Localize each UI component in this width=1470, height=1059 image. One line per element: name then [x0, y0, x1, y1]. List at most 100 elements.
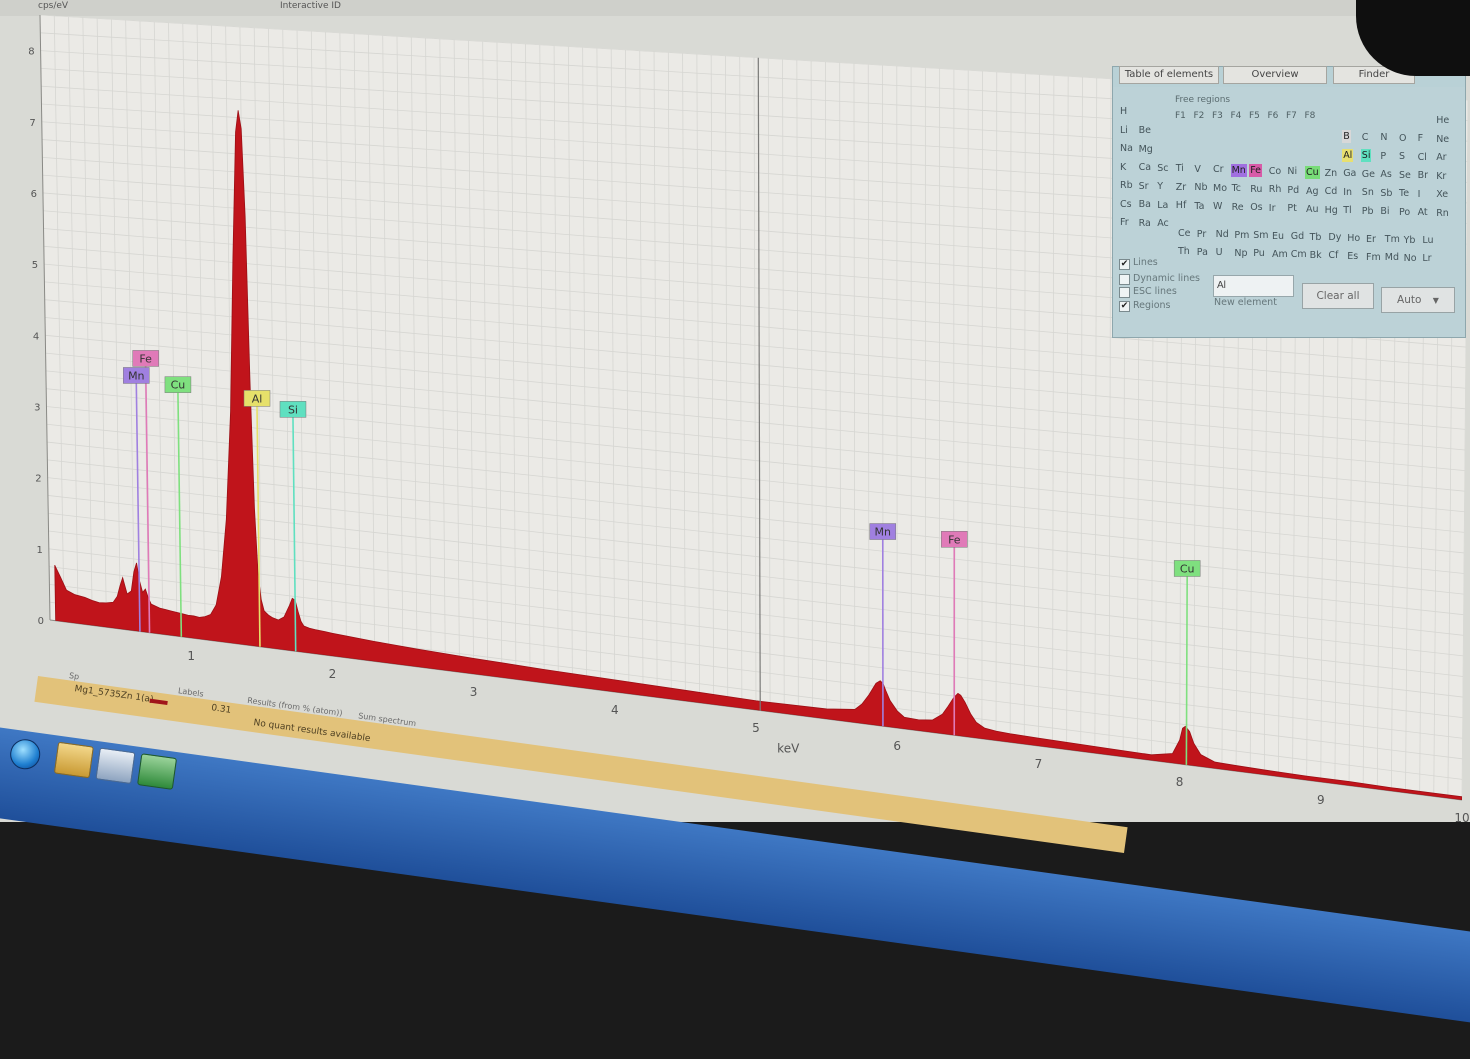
element-am[interactable]: Am [1271, 248, 1289, 261]
app-window-icon[interactable] [95, 747, 135, 784]
app-green-icon[interactable] [137, 753, 177, 790]
element-he[interactable]: He [1435, 114, 1450, 127]
element-br[interactable]: Br [1417, 169, 1429, 182]
element-ga[interactable]: Ga [1342, 167, 1357, 180]
element-cf[interactable]: Cf [1327, 249, 1339, 262]
element-xe[interactable]: Xe [1435, 188, 1449, 201]
element-se[interactable]: Se [1398, 169, 1412, 182]
element-es[interactable]: Es [1346, 250, 1359, 263]
element-os[interactable]: Os [1249, 201, 1263, 214]
element-sr[interactable]: Sr [1138, 180, 1150, 193]
element-input[interactable] [1213, 275, 1294, 297]
element-cr[interactable]: Cr [1212, 163, 1225, 176]
element-ne[interactable]: Ne [1435, 133, 1450, 146]
element-n[interactable]: N [1379, 131, 1388, 144]
element-sn[interactable]: Sn [1361, 186, 1375, 199]
element-ce[interactable]: Ce [1177, 227, 1191, 240]
element-th[interactable]: Th [1177, 245, 1191, 258]
element-i[interactable]: I [1417, 188, 1422, 201]
free-region-f3[interactable]: F3 [1212, 111, 1223, 121]
element-y[interactable]: Y [1156, 180, 1164, 193]
element-pr[interactable]: Pr [1196, 228, 1207, 241]
element-u[interactable]: U [1215, 246, 1224, 259]
dynamic-lines-checkbox[interactable] [1119, 274, 1130, 285]
element-in[interactable]: In [1342, 186, 1353, 199]
element-fe[interactable]: Fe [1249, 164, 1262, 177]
element-ru[interactable]: Ru [1249, 183, 1263, 196]
element-gd[interactable]: Gd [1290, 230, 1305, 243]
element-no[interactable]: No [1403, 252, 1418, 265]
element-cd[interactable]: Cd [1324, 185, 1339, 198]
element-nd[interactable]: Nd [1215, 228, 1230, 241]
element-s[interactable]: S [1398, 150, 1406, 163]
free-region-f1[interactable]: F1 [1175, 111, 1186, 121]
element-li[interactable]: Li [1119, 124, 1129, 137]
element-na[interactable]: Na [1119, 142, 1134, 155]
auto-dropdown[interactable]: Auto ▼ [1381, 287, 1455, 313]
element-re[interactable]: Re [1231, 201, 1245, 214]
element-cm[interactable]: Cm [1290, 248, 1308, 261]
element-pt[interactable]: Pt [1286, 202, 1297, 215]
element-bk[interactable]: Bk [1309, 249, 1323, 262]
element-eu[interactable]: Eu [1271, 230, 1285, 243]
regions-checkbox[interactable]: ✔ [1119, 301, 1130, 312]
element-dy[interactable]: Dy [1327, 231, 1342, 244]
element-co[interactable]: Co [1268, 165, 1282, 178]
element-as[interactable]: As [1379, 168, 1392, 181]
element-tb[interactable]: Tb [1309, 231, 1323, 244]
element-rb[interactable]: Rb [1119, 179, 1134, 192]
esc-lines-checkbox[interactable] [1119, 287, 1130, 298]
element-hf[interactable]: Hf [1175, 199, 1188, 212]
element-pd[interactable]: Pd [1286, 184, 1300, 197]
element-f[interactable]: F [1417, 132, 1424, 145]
element-np[interactable]: Np [1233, 247, 1248, 260]
element-v[interactable]: V [1193, 163, 1202, 176]
element-sb[interactable]: Sb [1379, 187, 1393, 200]
free-region-f5[interactable]: F5 [1249, 111, 1260, 121]
element-ti[interactable]: Ti [1175, 162, 1185, 175]
free-region-f8[interactable]: F8 [1305, 111, 1316, 121]
tab-table-of-elements[interactable]: Table of elements [1119, 66, 1219, 84]
element-ac[interactable]: Ac [1156, 217, 1170, 230]
element-tl[interactable]: Tl [1342, 204, 1352, 217]
free-region-f2[interactable]: F2 [1194, 111, 1205, 121]
element-nb[interactable]: Nb [1193, 181, 1208, 194]
element-cu[interactable]: Cu [1305, 166, 1320, 179]
element-ag[interactable]: Ag [1305, 185, 1320, 198]
element-at[interactable]: At [1417, 206, 1429, 219]
element-ba[interactable]: Ba [1138, 198, 1152, 211]
element-tm[interactable]: Tm [1384, 233, 1401, 246]
element-zn[interactable]: Zn [1324, 167, 1339, 180]
element-fr[interactable]: Fr [1119, 216, 1130, 229]
tab-overview[interactable]: Overview [1223, 66, 1327, 84]
element-po[interactable]: Po [1398, 206, 1411, 219]
element-rh[interactable]: Rh [1268, 183, 1283, 196]
element-ge[interactable]: Ge [1361, 168, 1376, 181]
element-c[interactable]: C [1361, 131, 1370, 144]
element-o[interactable]: O [1398, 132, 1407, 145]
element-rn[interactable]: Rn [1435, 207, 1450, 220]
element-ta[interactable]: Ta [1193, 200, 1205, 213]
element-hg[interactable]: Hg [1324, 204, 1339, 217]
element-ar[interactable]: Ar [1435, 151, 1447, 164]
element-w[interactable]: W [1212, 200, 1223, 213]
element-yb[interactable]: Yb [1403, 234, 1417, 247]
element-sc[interactable]: Sc [1156, 162, 1169, 175]
element-md[interactable]: Md [1384, 251, 1400, 264]
element-pu[interactable]: Pu [1252, 247, 1266, 260]
element-si[interactable]: Si [1361, 149, 1372, 162]
element-ra[interactable]: Ra [1138, 217, 1152, 230]
free-region-f7[interactable]: F7 [1286, 111, 1297, 121]
element-la[interactable]: La [1156, 199, 1169, 212]
element-cs[interactable]: Cs [1119, 198, 1133, 211]
element-cl[interactable]: Cl [1417, 151, 1428, 164]
element-er[interactable]: Er [1365, 233, 1377, 246]
element-au[interactable]: Au [1305, 203, 1320, 216]
element-zr[interactable]: Zr [1175, 181, 1187, 194]
element-b[interactable]: B [1342, 130, 1351, 143]
element-p[interactable]: P [1379, 150, 1387, 163]
element-pb[interactable]: Pb [1361, 205, 1375, 218]
element-ca[interactable]: Ca [1138, 161, 1152, 174]
element-h[interactable]: H [1119, 105, 1128, 118]
element-ho[interactable]: Ho [1346, 232, 1361, 245]
